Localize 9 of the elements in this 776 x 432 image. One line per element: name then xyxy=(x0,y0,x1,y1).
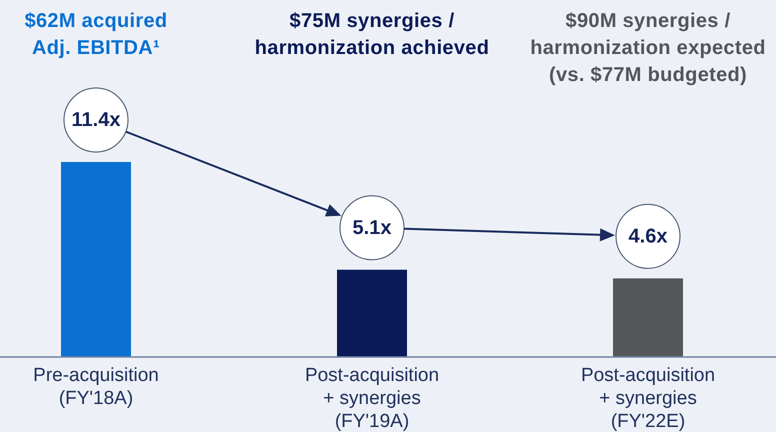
x-tick-label: Pre-acquisition (FY'18A) xyxy=(33,365,159,409)
data-label: 11.4x xyxy=(72,109,120,131)
data-label: 4.6x xyxy=(628,225,668,248)
text: $75M synergies / harmonization achieved xyxy=(254,10,490,59)
data-label: 5.1x xyxy=(352,216,392,239)
x-tick-label: Post-acquisition + synergies (FY'19A) xyxy=(304,365,440,432)
x-tick-label: Post-acquisition + synergies (FY'22E) xyxy=(580,365,716,432)
text: $62M acquired Adj. EBITDA¹ xyxy=(24,10,168,59)
text: $90M synergies / harmonization expected (vs. $77M budgeted) xyxy=(530,10,766,86)
